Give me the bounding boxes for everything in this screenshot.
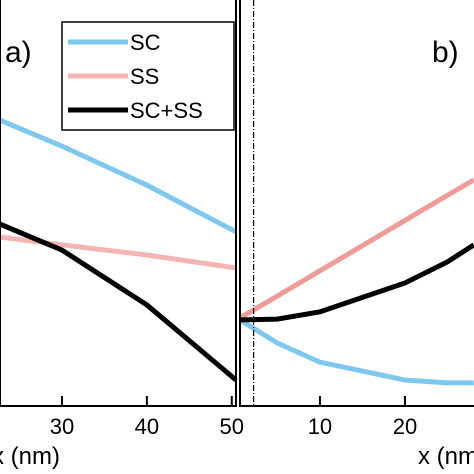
legend-label: SC bbox=[130, 30, 161, 55]
x-tick-label: 40 bbox=[135, 414, 159, 439]
panel-label: a) bbox=[5, 36, 32, 69]
panel-label: b) bbox=[432, 36, 459, 69]
plot-frame bbox=[239, 0, 474, 407]
plot-frame bbox=[0, 0, 237, 407]
series-line bbox=[239, 242, 474, 323]
x-tick-label: 10 bbox=[308, 414, 332, 439]
x-axis-label: x (nm) bbox=[0, 443, 60, 470]
series-line bbox=[0, 234, 237, 271]
legend-label: SC+SS bbox=[130, 98, 203, 123]
series-line bbox=[0, 117, 238, 235]
x-tick-label: 20 bbox=[393, 414, 417, 439]
series-line bbox=[238, 177, 474, 321]
series-line bbox=[238, 317, 474, 386]
x-axis-label: x (nm) bbox=[418, 443, 474, 470]
x-tick-label: 50 bbox=[220, 414, 244, 439]
legend-label: SS bbox=[130, 64, 159, 89]
x-tick-label: 30 bbox=[50, 414, 74, 439]
series-line bbox=[0, 221, 238, 382]
